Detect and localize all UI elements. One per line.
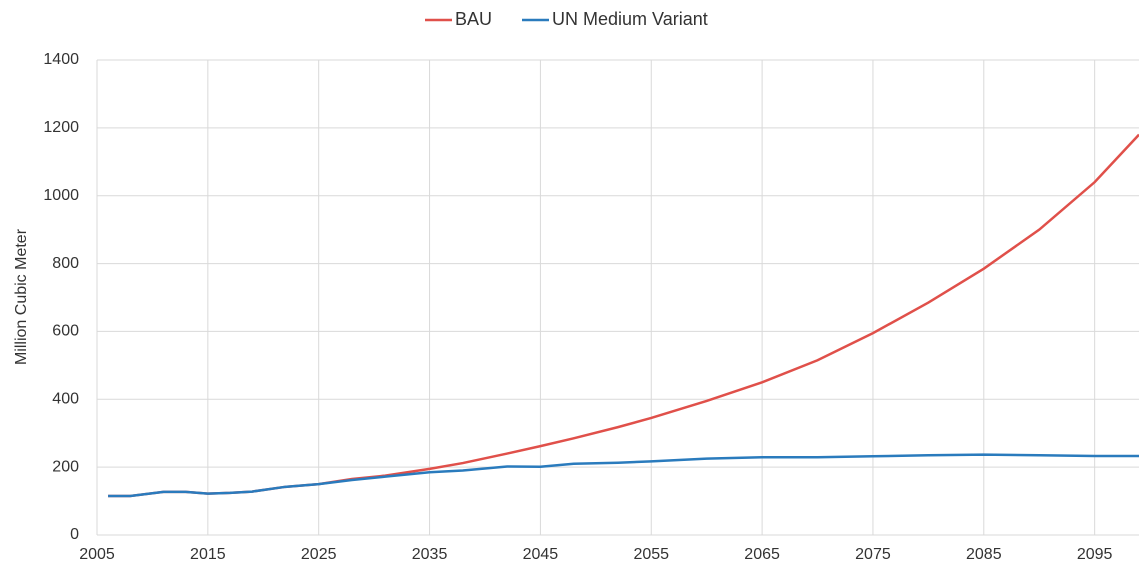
legend-label: UN Medium Variant	[552, 9, 708, 29]
x-tick-label: 2085	[966, 546, 1002, 563]
series-line	[108, 133, 1139, 498]
legend-label: BAU	[455, 9, 492, 29]
y-tick-label: 600	[52, 323, 79, 340]
x-tick-label: 2045	[523, 546, 559, 563]
x-tick-label: 2035	[412, 546, 448, 563]
y-tick-label: 1000	[43, 187, 79, 204]
y-axis-label: Million Cubic Meter	[13, 228, 30, 365]
x-tick-label: 2075	[855, 546, 891, 563]
y-tick-label: 200	[52, 458, 79, 475]
y-tick-label: 1200	[43, 119, 79, 136]
x-tick-label: 2025	[301, 546, 337, 563]
x-tick-label: 2055	[633, 546, 669, 563]
y-tick-label: 800	[52, 255, 79, 272]
x-tick-label: 2065	[744, 546, 780, 563]
y-tick-label: 0	[70, 526, 79, 543]
series-line	[108, 453, 1139, 498]
x-tick-label: 2095	[1077, 546, 1113, 563]
x-tick-label: 2015	[190, 546, 226, 563]
y-tick-label: 1400	[43, 51, 79, 68]
y-tick-label: 400	[52, 391, 79, 408]
x-tick-label: 2005	[79, 546, 115, 563]
